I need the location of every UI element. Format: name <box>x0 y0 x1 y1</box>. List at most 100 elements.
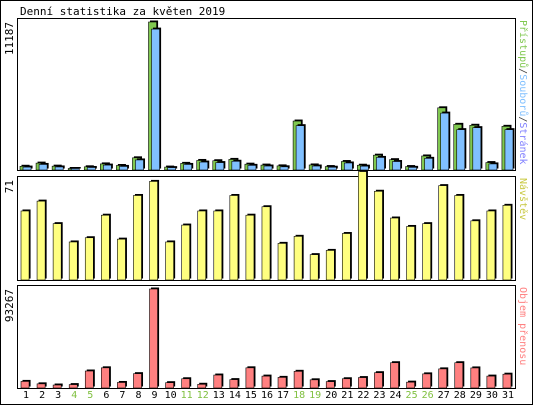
bar-soubory-day-8 <box>135 159 144 171</box>
bar-transfer-day-6 <box>101 367 110 389</box>
bar-transfer-day-8 <box>133 373 142 389</box>
panel-visits: 71 Návštěv <box>3 170 529 281</box>
x-tick-label: 8 <box>135 390 141 401</box>
bar-visits-day-20 <box>325 250 335 281</box>
bar-soubory-day-28 <box>456 129 466 171</box>
bar-transfer-day-10 <box>165 382 174 389</box>
bar-transfer-day-27 <box>438 368 448 389</box>
bar-transfer-day-31 <box>502 373 512 389</box>
panel-frame <box>17 176 516 281</box>
legend-entry: Návštěv <box>517 178 529 220</box>
legend-entry: Stránek <box>517 122 529 164</box>
bar-soubory-day-20 <box>327 166 337 171</box>
legend-entry: / <box>517 68 528 74</box>
bar-soubory-day-22 <box>360 165 369 171</box>
bar-soubory-day-17 <box>279 166 289 171</box>
legend-entry: Objem přenosu <box>517 287 529 365</box>
bar-visits-day-15 <box>245 214 255 281</box>
bar-visits-day-5 <box>84 237 94 281</box>
bar-transfer-day-2 <box>36 383 46 389</box>
x-tick-label: 26 <box>422 390 434 401</box>
panel-legend: Objem přenosu <box>517 287 529 365</box>
bar-visits-day-6 <box>101 214 110 281</box>
bar-transfer-day-20 <box>325 381 335 389</box>
bar-transfer-day-19 <box>309 379 319 389</box>
y-max-label: 93267 <box>3 289 16 322</box>
bar-soubory-day-25 <box>408 167 417 171</box>
bar-soubory-day-7 <box>119 166 128 171</box>
x-tick-label: 20 <box>325 390 337 401</box>
bar-visits-day-23 <box>374 190 383 281</box>
legend-entry: Přístupů <box>517 20 529 68</box>
bar-soubory-day-5 <box>86 167 96 171</box>
bar-soubory-day-30 <box>488 163 498 171</box>
bar-soubory-day-1 <box>22 166 32 171</box>
y-max-label: 11187 <box>3 22 16 55</box>
bar-transfer-day-21 <box>341 378 351 389</box>
bar-visits-day-1 <box>20 210 30 281</box>
bar-soubory-day-26 <box>424 158 433 171</box>
bar-visits-day-16 <box>261 206 271 281</box>
x-tick-label: 31 <box>502 390 514 401</box>
bar-soubory-day-19 <box>311 165 321 171</box>
y-max-label: 71 <box>3 180 16 193</box>
x-tick-label: 1 <box>23 390 29 401</box>
bar-visits-day-13 <box>213 210 223 281</box>
bar-soubory-day-13 <box>215 162 225 171</box>
bar-transfer-day-9 <box>149 288 158 389</box>
bar-transfer-day-17 <box>277 377 287 389</box>
bar-soubory-day-31 <box>504 129 514 171</box>
x-tick-label: 5 <box>87 390 93 401</box>
bar-soubory-day-29 <box>472 127 482 171</box>
bar-visits-day-19 <box>309 254 319 281</box>
bar-transfer-day-25 <box>406 381 415 389</box>
bar-soubory-day-21 <box>343 162 353 171</box>
x-tick-label: 19 <box>309 390 321 401</box>
x-tick-label: 2 <box>39 390 45 401</box>
bar-shadow <box>72 167 81 169</box>
bar-soubory-day-18 <box>295 125 305 171</box>
x-tick-label: 17 <box>277 390 289 401</box>
x-tick-label: 23 <box>373 390 385 401</box>
panel-frame <box>17 18 516 171</box>
bar-transfer-day-23 <box>374 372 383 389</box>
x-tick-label: 30 <box>486 390 498 401</box>
bar-soubory-day-16 <box>263 165 273 171</box>
x-tick-label: 29 <box>470 390 482 401</box>
bar-visits-day-11 <box>181 224 191 281</box>
bar-visits-day-21 <box>341 233 351 281</box>
legend-entry: Souborů <box>517 74 529 116</box>
panel-legend: Přístupů/Souborů/Stránek <box>517 20 529 165</box>
legend-entry: / <box>517 116 528 122</box>
bar-visits-day-18 <box>293 236 303 281</box>
bar-visits-day-28 <box>454 195 464 281</box>
bar-transfer-day-14 <box>229 379 239 389</box>
x-tick-label: 10 <box>165 390 177 401</box>
bar-transfer-day-15 <box>245 367 255 389</box>
bar-visits-day-3 <box>52 223 62 281</box>
bar-soubory-day-27 <box>440 112 450 171</box>
bar-visits-day-31 <box>502 205 512 281</box>
bar-soubory-day-3 <box>54 166 64 171</box>
bar-soubory-day-6 <box>103 164 112 171</box>
x-tick-label: 25 <box>406 390 418 401</box>
bar-transfer-day-22 <box>358 377 367 389</box>
bar-soubory-day-9 <box>151 28 160 171</box>
bar-shadow <box>169 166 178 169</box>
bar-visits-day-9 <box>149 181 158 281</box>
bar-transfer-day-13 <box>213 374 223 389</box>
bar-transfer-day-5 <box>84 370 94 389</box>
panel-requests: 11187 Přístupů/Souborů/Stránek <box>3 18 529 171</box>
bar-visits-day-24 <box>390 217 399 281</box>
panel-frame <box>17 285 516 389</box>
bar-transfer-day-18 <box>293 371 303 389</box>
bar-soubory-day-24 <box>392 161 401 171</box>
x-tick-label: 21 <box>341 390 353 401</box>
bar-visits-day-10 <box>165 241 174 281</box>
x-tick-label: 28 <box>454 390 466 401</box>
bar-soubory-day-15 <box>247 165 257 171</box>
x-tick-label: 16 <box>261 390 273 401</box>
bar-transfer-day-7 <box>117 382 126 389</box>
